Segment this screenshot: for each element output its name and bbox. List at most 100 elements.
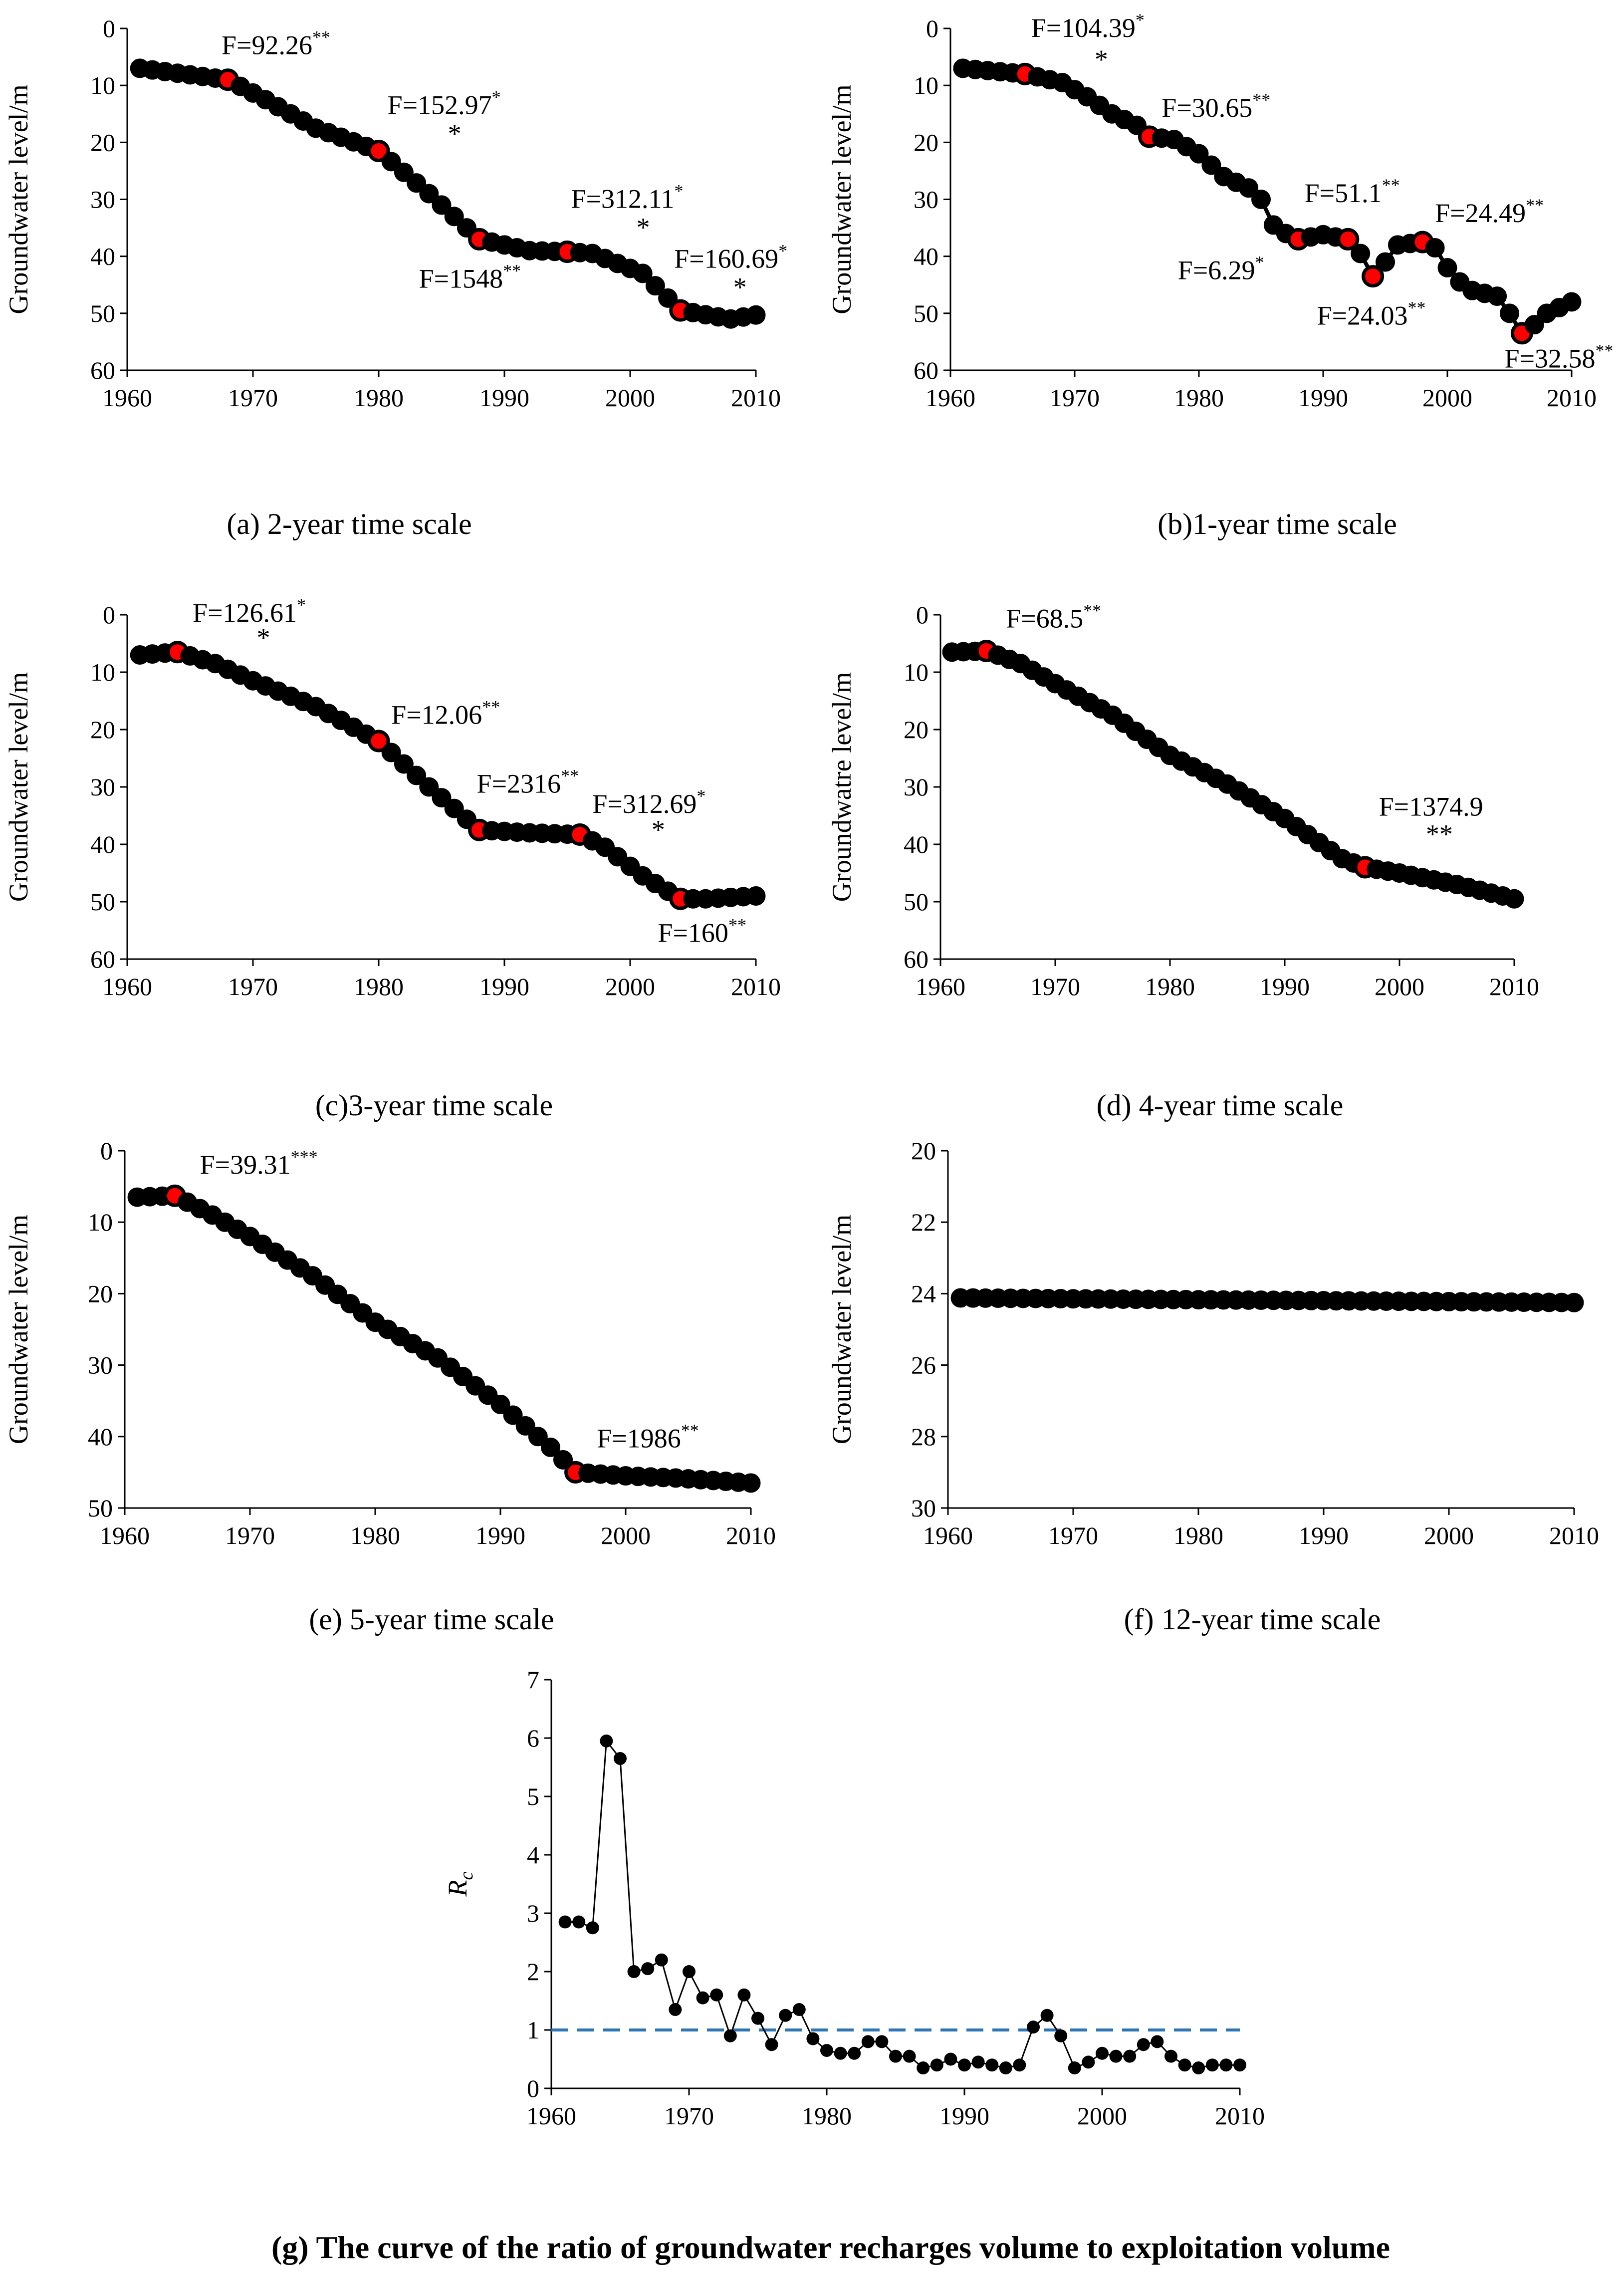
y-tick-label: 50 (88, 1494, 113, 1522)
y-tick-label: 28 (911, 1423, 936, 1451)
f-statistic-annotation: F=51.1** (1305, 175, 1400, 208)
x-tick-label: 1990 (479, 384, 529, 412)
y-tick-label: 7 (527, 1666, 539, 1694)
chart-caption: (g) The curve of the ratio of groundwate… (271, 2230, 1390, 2265)
y-tick-label: 6 (527, 1724, 539, 1752)
y-tick-label: 30 (904, 773, 928, 801)
data-point (1013, 2058, 1026, 2072)
data-point (1219, 2058, 1233, 2072)
x-tick-label: 1960 (526, 2102, 576, 2130)
data-point (419, 777, 439, 797)
data-point (419, 184, 439, 204)
data-point (394, 162, 414, 182)
f-statistic-annotation: F=1548** (419, 260, 521, 293)
f-statistic-annotation: F=126.61* (193, 595, 306, 628)
data-point (1109, 2049, 1123, 2063)
y-tick-label: 0 (916, 601, 928, 629)
data-point (985, 2058, 999, 2072)
f-statistic-annotation: * (733, 272, 747, 302)
data-point (1040, 2009, 1054, 2022)
y-tick-label: 40 (90, 830, 115, 858)
x-tick-label: 1980 (802, 2102, 852, 2130)
data-point (889, 2049, 902, 2063)
x-tick-label: 1960 (923, 1521, 973, 1549)
data-point (999, 2061, 1012, 2075)
data-point (1500, 303, 1519, 323)
x-tick-label: 1990 (939, 2102, 989, 2130)
x-tick-label: 2000 (1077, 2102, 1127, 2130)
y-tick-label: 20 (88, 1279, 113, 1307)
data-point (444, 207, 464, 227)
x-tick-label: 1970 (664, 2102, 714, 2130)
data-point (746, 886, 766, 906)
y-tick-label: 24 (911, 1279, 936, 1307)
x-tick-label: 2000 (1422, 384, 1472, 412)
data-point (515, 1416, 535, 1436)
x-tick-label: 1970 (1050, 384, 1100, 412)
data-point (432, 788, 452, 808)
data-point (1564, 1292, 1584, 1312)
x-tick-label: 1960 (926, 384, 975, 412)
chart-panel-g: 0 1 2 3 4 5 6 7 1960 1970 1980 1990 2000 2010 Rc (g) Th… (271, 1666, 1390, 2265)
data-point (1096, 2046, 1109, 2060)
data-point (696, 1991, 709, 2005)
f-statistic-annotation: F=30.65** (1161, 90, 1270, 123)
breakpoint-marker (1362, 265, 1385, 288)
series-line (139, 650, 756, 901)
y-axis-label: Groundwatre level/m (827, 672, 857, 902)
y-tick-label: 60 (90, 945, 115, 973)
y-axis-label: Groundwater level/m (3, 84, 33, 314)
x-tick-label: 1990 (1299, 1521, 1349, 1549)
data-point (558, 1915, 572, 1929)
chart-caption: (f) 12-year time scale (1124, 1603, 1381, 1636)
x-tick-label: 2010 (1549, 1521, 1599, 1549)
y-tick-label: 0 (100, 1137, 113, 1165)
chart-caption: (d) 4-year time scale (1097, 1089, 1344, 1122)
data-point (1425, 238, 1445, 258)
f-statistic-annotation: F=92.26** (222, 27, 330, 60)
data-point (848, 2046, 861, 2060)
y-tick-label: 40 (904, 830, 928, 858)
data-point (723, 2029, 737, 2042)
y-axis-label: Groundwater level/m (827, 84, 857, 314)
data-point (1151, 2035, 1164, 2048)
x-tick-label: 2000 (1424, 1521, 1474, 1549)
data-point (1251, 190, 1271, 209)
data-point (1192, 2061, 1205, 2075)
data-point (1376, 252, 1395, 272)
data-point (944, 2052, 957, 2066)
y-tick-label: 50 (90, 299, 115, 327)
y-tick-label: 20 (911, 1137, 936, 1165)
y-tick-label: 0 (527, 2074, 539, 2102)
f-statistic-annotation: * (257, 622, 270, 652)
data-point (600, 1734, 613, 1748)
x-tick-label: 2010 (731, 973, 781, 1001)
data-point (407, 173, 427, 193)
y-tick-label: 30 (90, 773, 115, 801)
y-tick-label: 3 (527, 1899, 539, 1927)
series-line (565, 1739, 1240, 2069)
y-tick-label: 20 (90, 128, 115, 156)
data-point (641, 1962, 655, 1976)
x-tick-label: 1960 (100, 1521, 150, 1549)
f-statistic-annotation: F=312.11* (571, 181, 684, 214)
series-line (951, 649, 1515, 901)
x-tick-label: 2010 (1547, 384, 1597, 412)
data-point (930, 2058, 943, 2072)
data-point (627, 1965, 641, 1978)
f-statistic-annotation: F=12.06** (391, 697, 500, 730)
f-statistic-annotation: F=312.69* (592, 786, 705, 819)
data-point (834, 2046, 847, 2060)
y-tick-label: 20 (90, 716, 115, 744)
f-statistic-annotation: F=6.29* (1178, 252, 1264, 285)
data-point (1437, 258, 1457, 277)
data-point (381, 152, 401, 172)
y-tick-label: 0 (926, 14, 938, 42)
data-point (1239, 178, 1259, 198)
x-tick-label: 1960 (102, 384, 152, 412)
y-tick-label: 40 (90, 243, 115, 270)
